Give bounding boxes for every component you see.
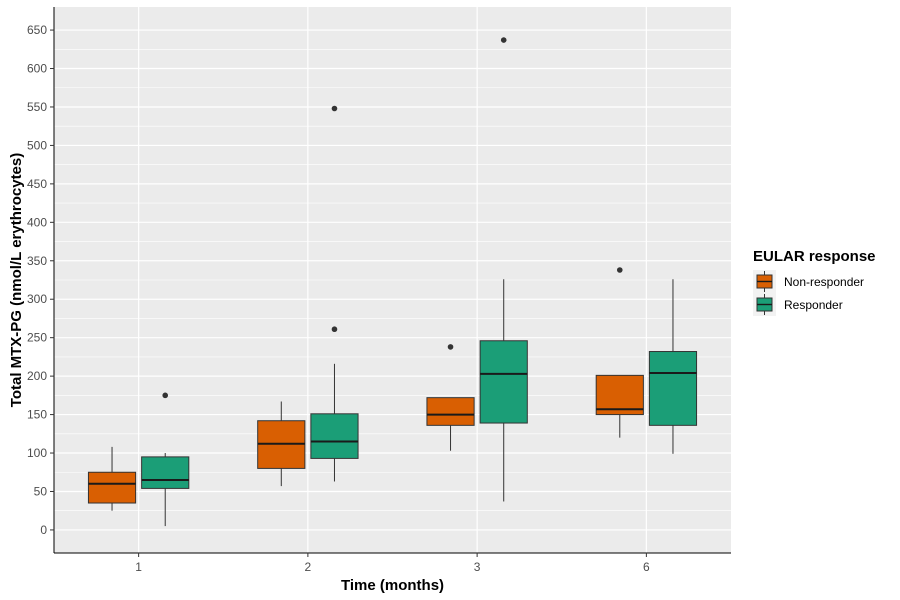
x-tick-label: 6 (643, 560, 650, 574)
y-tick-label: 600 (27, 62, 47, 76)
y-tick-label: 300 (27, 292, 47, 306)
minor-gridlines (54, 48, 731, 512)
box-non-responder-1 (87, 446, 137, 511)
legend-item-non-responder: Non-responder (753, 270, 864, 293)
y-tick-label: 150 (27, 408, 47, 422)
box-iqr (87, 471, 137, 504)
x-tick-label: 3 (474, 560, 481, 574)
legend-label: Responder (784, 298, 843, 312)
y-tick-label: 450 (27, 177, 47, 191)
box-series (87, 37, 698, 527)
y-tick-label: 550 (27, 100, 47, 114)
box-responder-1 (141, 392, 190, 527)
outlier-point (616, 267, 623, 273)
box-non-responder-6 (595, 267, 644, 438)
x-tick-labels: 1 2 3 6 (135, 553, 650, 574)
legend-title: EULAR response (753, 248, 876, 265)
box-iqr (595, 374, 644, 416)
box-iqr (310, 413, 359, 459)
y-axis-title: Total MTX-PG (nmol/L erythrocytes) (8, 153, 25, 407)
outlier-point (447, 344, 454, 350)
y-tick-labels: 0 50 100 150 200 250 300 350 400 450 500 550 600 650 (27, 23, 54, 537)
outlier-point (162, 392, 169, 399)
y-tick-label: 100 (27, 446, 47, 460)
major-gridlines (54, 7, 731, 553)
y-tick-label: 400 (27, 215, 47, 229)
y-tick-label: 500 (27, 138, 47, 152)
y-tick-label: 200 (27, 369, 47, 383)
y-tick-label: 650 (27, 23, 47, 37)
legend: EULAR response Non-responder Responder (753, 248, 876, 316)
y-tick-label: 50 (34, 484, 48, 498)
outlier-point (331, 326, 338, 333)
box-non-responder-3 (426, 344, 475, 451)
y-tick-label: 250 (27, 331, 47, 345)
outlier-point (331, 105, 338, 112)
outlier-point (500, 37, 507, 43)
box-iqr (426, 397, 475, 426)
x-tick-label: 1 (135, 560, 142, 574)
legend-label: Non-responder (784, 275, 864, 289)
box-responder-3 (479, 37, 528, 502)
box-non-responder-2 (257, 401, 306, 487)
y-tick-label: 350 (27, 254, 47, 268)
axes (53, 7, 731, 554)
y-tick-label: 0 (40, 523, 47, 537)
box-iqr (141, 456, 190, 489)
box-responder-6 (648, 279, 698, 454)
legend-item-responder: Responder (753, 293, 843, 316)
box-iqr (479, 340, 528, 424)
x-tick-label: 2 (305, 560, 312, 574)
x-axis-title: Time (months) (341, 577, 444, 594)
box-iqr (648, 351, 698, 426)
box-responder-2 (310, 105, 359, 482)
